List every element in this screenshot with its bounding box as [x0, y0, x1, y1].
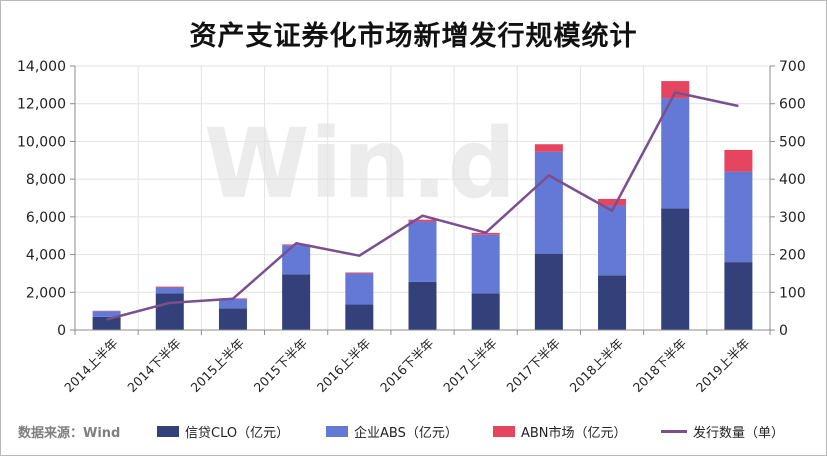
- y-left-tick-label: 6,000: [26, 210, 66, 226]
- legend-item-clo: 信贷CLO（亿元）: [157, 422, 289, 441]
- x-category-label: 2018下半年: [630, 336, 690, 396]
- bar-segment: [598, 198, 627, 206]
- legend-label-count: 发行数量（单）: [693, 426, 785, 441]
- bar-segment: [282, 274, 311, 330]
- legend-swatch-abn: [493, 426, 515, 437]
- y-right-tick-label: 400: [779, 172, 806, 188]
- bar-segment: [661, 208, 690, 330]
- x-category-label: 2018上半年: [567, 336, 627, 396]
- x-category-label: 2015上半年: [187, 336, 247, 396]
- y-left-tick-label: 14,000: [17, 59, 66, 75]
- bar-segment: [534, 151, 563, 254]
- bar-segment: [598, 275, 627, 330]
- bar-segment: [218, 308, 247, 330]
- bar-segment: [92, 311, 121, 317]
- bar-segment: [92, 316, 121, 330]
- legend-label-abn: ABN市场（亿元）: [521, 426, 627, 441]
- y-left-tick-label: 10,000: [17, 134, 66, 150]
- legend-item-count: 发行数量（单）: [661, 422, 784, 441]
- bar-segment: [408, 219, 437, 222]
- y-right-tick-label: 300: [779, 210, 806, 226]
- legend-item-abs: 企业ABS（亿元）: [326, 422, 458, 441]
- legend-swatch-count: [661, 430, 687, 433]
- x-category-label: 2014下半年: [124, 336, 184, 396]
- bar-segment: [724, 262, 753, 330]
- legend-item-abn: ABN市场（亿元）: [493, 422, 627, 441]
- bar-segment: [661, 98, 690, 209]
- bar-segment: [534, 144, 563, 152]
- bar-segment: [155, 287, 184, 294]
- bar-segment: [155, 286, 184, 288]
- data-source-note: 数据来源：Wind: [18, 426, 121, 441]
- bar-segment: [345, 272, 374, 274]
- x-category-label: 2019上半年: [693, 336, 753, 396]
- bar-segment: [598, 205, 627, 276]
- y-right-tick-label: 500: [779, 134, 806, 150]
- bar-segment: [724, 149, 753, 172]
- count-line: [106, 91, 739, 321]
- y-left-tick-label: 0: [57, 323, 66, 339]
- bar-segment: [345, 273, 374, 305]
- bar-segment: [724, 171, 753, 263]
- x-category-label: 2015下半年: [251, 336, 311, 396]
- legend-label-clo: 信贷CLO（亿元）: [185, 426, 290, 441]
- legend-label-abs: 企业ABS（亿元）: [354, 426, 458, 441]
- x-category-label: 2016上半年: [314, 336, 374, 396]
- x-category-label: 2014上半年: [61, 336, 121, 396]
- bar-segment: [408, 221, 437, 282]
- bar-segment: [345, 304, 374, 330]
- legend-swatch-abs: [326, 426, 348, 437]
- y-right-tick-label: 600: [779, 97, 806, 113]
- y-right-tick-label: 100: [779, 285, 806, 301]
- y-right-tick-label: 700: [779, 59, 806, 75]
- x-category-label: 2016下半年: [377, 336, 437, 396]
- bar-segment: [408, 281, 437, 330]
- y-right-tick-label: 0: [779, 323, 788, 339]
- chart-title: 资产支证券化市场新增发行规模统计: [189, 21, 638, 52]
- watermark-text: Win.d: [204, 108, 516, 220]
- x-category-label: 2017下半年: [503, 336, 563, 396]
- x-category-label: 2017上半年: [440, 336, 500, 396]
- bar-segment: [155, 293, 184, 330]
- y-right-tick-label: 200: [779, 248, 806, 264]
- bar-segment: [282, 245, 311, 275]
- y-left-tick-label: 4,000: [26, 248, 66, 264]
- y-left-tick-label: 12,000: [17, 97, 66, 113]
- bar-segment: [471, 293, 500, 330]
- axes: [70, 65, 775, 335]
- legend-swatch-clo: [157, 426, 179, 437]
- y-left-tick-label: 2,000: [26, 285, 66, 301]
- bar-segment: [534, 253, 563, 330]
- y-left-tick-label: 8,000: [26, 172, 66, 188]
- bar-segment: [471, 234, 500, 294]
- bar-segment: [218, 298, 247, 309]
- count-line-path: [106, 91, 739, 321]
